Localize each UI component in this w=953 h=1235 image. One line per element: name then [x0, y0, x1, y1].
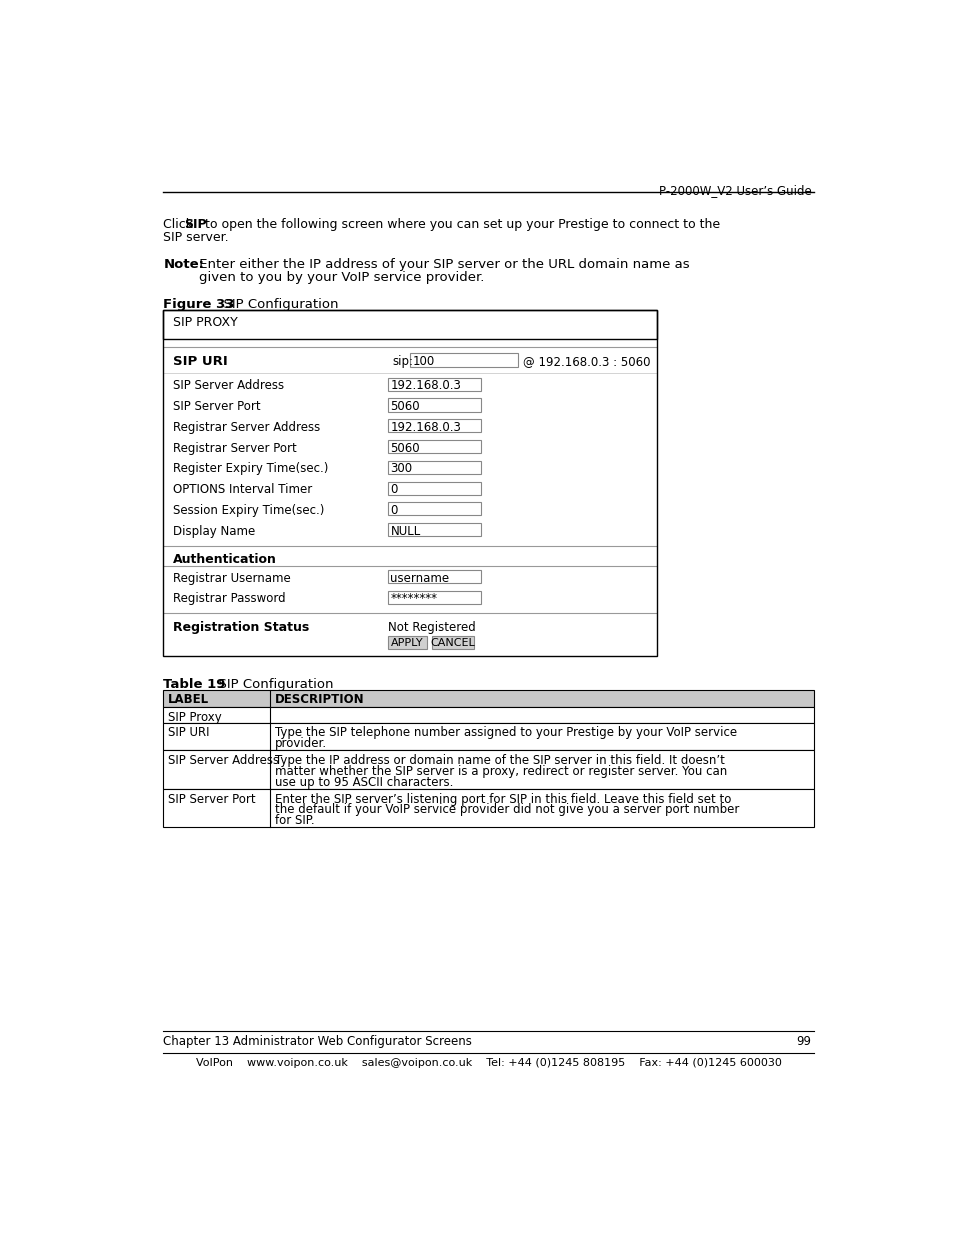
Bar	[388, 440, 480, 453]
Text: sip:: sip:	[392, 356, 413, 368]
Text: username: username	[390, 572, 449, 584]
Text: 5060: 5060	[390, 442, 419, 454]
Text: matter whether the SIP server is a proxy, redirect or register server. You can: matter whether the SIP server is a proxy…	[274, 764, 726, 778]
Text: Session Expiry Time(sec.): Session Expiry Time(sec.)	[172, 504, 324, 517]
Bar	[388, 399, 480, 411]
Text: SIP Server Address: SIP Server Address	[172, 379, 284, 393]
Text: SIP Configuration: SIP Configuration	[210, 678, 334, 690]
Bar	[388, 419, 480, 432]
Text: provider.: provider.	[274, 737, 327, 750]
Text: CANCEL: CANCEL	[430, 638, 475, 648]
Text: SIP Server Port: SIP Server Port	[168, 793, 255, 805]
Text: VoIPon    www.voipon.co.uk    sales@voipon.co.uk    Tel: +44 (0)1245 808195    F: VoIPon www.voipon.co.uk sales@voipon.co.…	[195, 1057, 781, 1067]
Text: Type the IP address or domain name of the SIP server in this field. It doesn’t: Type the IP address or domain name of th…	[274, 755, 724, 767]
Bar	[410, 353, 517, 367]
Text: 5060: 5060	[390, 400, 419, 412]
Text: Enter the SIP server’s listening port for SIP in this field. Leave this field se: Enter the SIP server’s listening port fo…	[274, 793, 731, 805]
Bar	[163, 690, 814, 708]
Text: Register Expiry Time(sec.): Register Expiry Time(sec.)	[172, 462, 328, 475]
Bar	[388, 378, 480, 390]
Text: the default if your VoIP service provider did not give you a server port number: the default if your VoIP service provide…	[274, 804, 739, 816]
Text: for SIP.: for SIP.	[274, 814, 314, 827]
Text: given to you by your VoIP service provider.: given to you by your VoIP service provid…	[199, 272, 484, 284]
Text: to open the following screen where you can set up your Prestige to connect to th: to open the following screen where you c…	[200, 217, 719, 231]
Text: SIP: SIP	[184, 217, 207, 231]
Text: 192.168.0.3: 192.168.0.3	[390, 421, 461, 433]
Text: SIP URI: SIP URI	[172, 356, 227, 368]
Bar	[388, 503, 480, 515]
Text: Figure 33: Figure 33	[163, 298, 234, 310]
Text: Registrar Server Port: Registrar Server Port	[172, 442, 296, 454]
Text: Registrar Password: Registrar Password	[172, 593, 285, 605]
Text: DESCRIPTION: DESCRIPTION	[274, 693, 364, 706]
Bar	[388, 571, 480, 583]
Text: @ 192.168.0.3 : 5060: @ 192.168.0.3 : 5060	[522, 356, 650, 368]
Text: 100: 100	[412, 354, 434, 368]
Text: Chapter 13 Administrator Web Configurator Screens: Chapter 13 Administrator Web Configurato…	[163, 1035, 472, 1049]
Bar	[388, 592, 480, 604]
Bar	[163, 789, 814, 827]
Text: SIP PROXY: SIP PROXY	[172, 316, 237, 329]
Text: Table 19: Table 19	[163, 678, 226, 690]
Text: 99: 99	[796, 1035, 810, 1049]
Text: SIP URI: SIP URI	[168, 726, 210, 740]
Bar	[163, 310, 657, 656]
Text: P-2000W_V2 User’s Guide: P-2000W_V2 User’s Guide	[658, 184, 810, 196]
Bar	[388, 482, 480, 495]
Text: Click: Click	[163, 217, 197, 231]
Text: 0: 0	[390, 504, 397, 517]
Text: APPLY: APPLY	[391, 638, 423, 648]
Bar	[388, 524, 480, 536]
Text: use up to 95 ASCII characters.: use up to 95 ASCII characters.	[274, 776, 453, 789]
Text: Registrar Server Address: Registrar Server Address	[172, 421, 319, 433]
Text: 192.168.0.3: 192.168.0.3	[390, 379, 461, 393]
Text: Note:: Note:	[163, 258, 204, 270]
Text: Enter either the IP address of your SIP server or the URL domain name as: Enter either the IP address of your SIP …	[195, 258, 689, 270]
Text: ********: ********	[390, 593, 437, 605]
Text: SIP Server Port: SIP Server Port	[172, 400, 260, 412]
Text: Not Registered: Not Registered	[388, 621, 476, 634]
Bar	[431, 636, 474, 650]
Bar	[163, 722, 814, 751]
Text: LABEL: LABEL	[168, 693, 209, 706]
Text: Authentication: Authentication	[172, 553, 276, 566]
Text: OPTIONS Interval Timer: OPTIONS Interval Timer	[172, 483, 312, 496]
Text: SIP Server Address: SIP Server Address	[168, 755, 279, 767]
Text: Registrar Username: Registrar Username	[172, 572, 290, 584]
Text: NULL: NULL	[390, 525, 420, 537]
Bar	[388, 636, 427, 650]
Text: 0: 0	[390, 483, 397, 496]
Text: Type the SIP telephone number assigned to your Prestige by your VoIP service: Type the SIP telephone number assigned t…	[274, 726, 737, 740]
Text: SIP Proxy: SIP Proxy	[168, 711, 222, 724]
Text: SIP server.: SIP server.	[163, 231, 229, 243]
Text: Registration Status: Registration Status	[172, 621, 309, 634]
Text: Display Name: Display Name	[172, 525, 254, 537]
Text: 300: 300	[390, 462, 413, 475]
Bar	[163, 708, 814, 722]
Bar	[163, 310, 657, 340]
Bar	[163, 751, 814, 789]
Bar	[388, 461, 480, 474]
Text: SIP Configuration: SIP Configuration	[214, 298, 337, 310]
